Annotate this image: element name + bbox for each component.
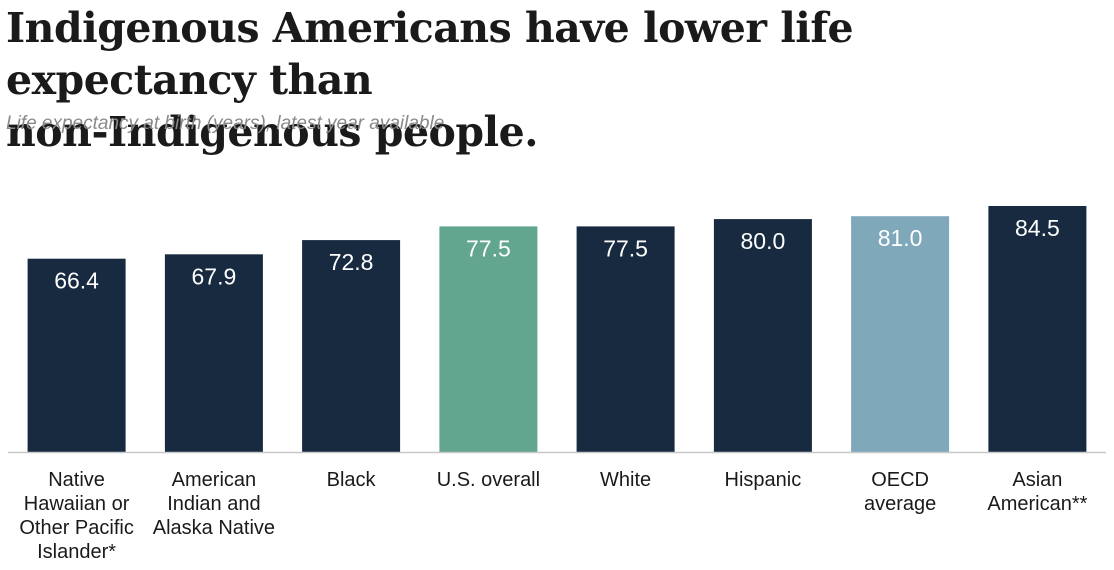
category-label-line: Other Pacific — [19, 517, 133, 539]
bar-4 — [439, 226, 538, 452]
bar-8 — [988, 206, 1087, 452]
bar-5 — [576, 226, 675, 452]
category-label-line: Native — [48, 469, 105, 491]
bar-value-label: 67.9 — [192, 263, 237, 289]
bar-7 — [851, 216, 950, 452]
bar-1 — [27, 258, 126, 452]
category-label-line: Hawaiian or — [24, 493, 130, 515]
category-label: Asian American** — [987, 469, 1087, 515]
chart-subtitle: Life expectancy at birth (years), latest… — [6, 113, 445, 134]
category-label-line: Hispanic — [725, 469, 802, 491]
bar-6 — [713, 219, 812, 452]
category-label-line: Indian and — [167, 493, 260, 515]
category-label: Hispanic — [725, 469, 802, 491]
category-label-line: American — [172, 469, 256, 491]
category-label-line: American** — [987, 493, 1087, 515]
chart-title-line-2: non-Indigenous people. — [6, 108, 539, 156]
category-label: Native Hawaiian or Other Pacific Islander* — [19, 469, 133, 563]
category-label: OECD average — [864, 469, 936, 515]
category-label-line: Black — [327, 469, 377, 491]
bar-value-label: 84.5 — [1015, 215, 1060, 241]
chart-title-line-1: Indigenous Americans have lower life exp… — [6, 4, 854, 104]
category-label: Black — [327, 469, 377, 491]
bar-value-label: 77.5 — [603, 235, 648, 261]
category-label-line: Islander* — [37, 541, 116, 563]
bar-3 — [302, 240, 401, 452]
bar-value-label: 66.4 — [54, 268, 99, 294]
category-label-line: Alaska Native — [153, 517, 275, 539]
category-label-line: U.S. overall — [437, 469, 540, 491]
category-label-line: Asian — [1012, 469, 1062, 491]
category-label: White — [600, 469, 651, 491]
category-label: U.S. overall — [437, 469, 540, 491]
category-label-line: White — [600, 469, 651, 491]
bar-value-label: 81.0 — [878, 225, 923, 251]
labels-group: Native Hawaiian or Other Pacific Islander* A… — [19, 469, 1087, 563]
bars-group: 66.4 67.9 72.8 77.5 77.5 80.0 81.0 84.5 — [27, 206, 1087, 452]
category-label: American Indian and Alaska Native — [153, 469, 275, 539]
bar-value-label: 72.8 — [329, 249, 374, 275]
bar-2 — [164, 254, 263, 452]
bar-value-label: 77.5 — [466, 235, 511, 261]
category-label-line: average — [864, 493, 936, 515]
bar-value-label: 80.0 — [741, 228, 786, 254]
chart-title: Indigenous Americans have lower life exp… — [6, 2, 1106, 158]
category-label-line: OECD — [871, 469, 929, 491]
